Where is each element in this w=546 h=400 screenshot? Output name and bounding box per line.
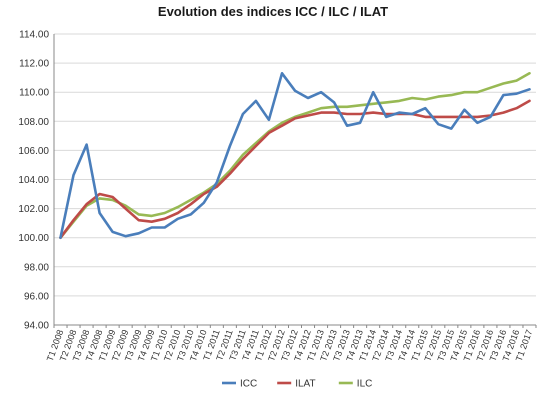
y-tick-label: 94.00 [24, 321, 49, 332]
y-tick-label: 106.00 [18, 146, 49, 157]
y-tick-label: 108.00 [18, 117, 49, 128]
legend-label-ilat: ILAT [295, 379, 315, 390]
y-tick-label: 96.00 [24, 291, 49, 302]
axes [53, 34, 537, 328]
y-tick-label: 100.00 [18, 233, 49, 244]
y-tick-label: 104.00 [18, 175, 49, 186]
y-tick-labels: 94.00 96.00 98.00 100.00 102.00 104.00 106.00 1… [18, 30, 49, 332]
legend: ICC ILAT ILC [222, 379, 372, 390]
legend-label-icc: ICC [240, 379, 257, 390]
y-tick-label: 98.00 [24, 262, 49, 273]
y-tick-label: 102.00 [18, 204, 49, 215]
gridlines [54, 33, 536, 326]
series-lines [59, 72, 531, 239]
legend-label-ilc: ILC [357, 379, 373, 390]
series-line-ilc [59, 72, 531, 239]
y-tick-label: 112.00 [19, 59, 49, 70]
series-line-ilat [59, 99, 531, 239]
y-tick-label: 110.00 [19, 88, 49, 99]
chart-title: Evolution des indices ICC / ILC / ILAT [157, 4, 389, 19]
y-tick-label: 114.00 [19, 30, 49, 41]
series-line-icc [59, 72, 531, 239]
